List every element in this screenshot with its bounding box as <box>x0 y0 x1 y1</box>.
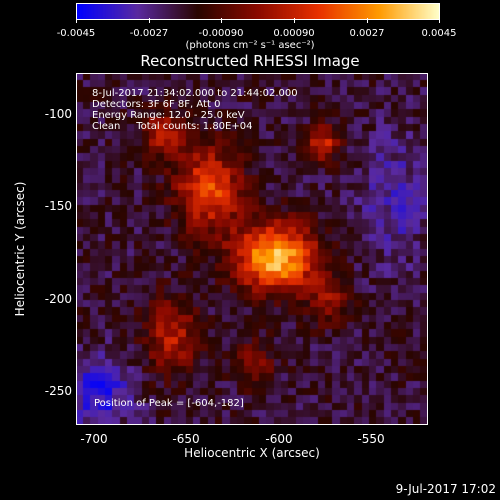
plot-frame <box>76 73 428 425</box>
time-range-annotation: 8-Jul-2017 21:34:02.000 to 21:44:02.000 <box>92 88 298 99</box>
colorbar-tick-mark <box>367 18 368 23</box>
y-tick-label: -100 <box>44 107 72 121</box>
y-tick-label: -250 <box>44 384 72 398</box>
image-title: Reconstructed RHESSI Image <box>140 52 360 70</box>
clean-annotation: Clean Total counts: 1.80E+04 <box>92 121 253 132</box>
x-tick-label: -700 <box>80 432 108 446</box>
colorbar <box>76 3 440 20</box>
colorbar-units: (photons cm⁻² s⁻¹ asec⁻²) <box>185 40 315 51</box>
colorbar-tick-label: 0.0045 <box>421 28 457 39</box>
colorbar-tick-label: -0.00090 <box>198 28 244 39</box>
colorbar-tick-mark <box>439 18 440 23</box>
energy-annotation: Energy Range: 12.0 - 25.0 keV <box>92 110 245 121</box>
x-tick-label: -650 <box>172 432 200 446</box>
colorbar-tick-mark <box>294 18 295 23</box>
colorbar-tick-label: -0.0027 <box>129 28 169 39</box>
peak-position-annotation: Position of Peak = [-604,-182] <box>94 398 244 409</box>
y-tick-label: -150 <box>44 199 72 213</box>
colorbar-tick-label: 0.0027 <box>349 28 385 39</box>
colorbar-tick-label: -0.0045 <box>56 28 96 39</box>
colorbar-tick-mark <box>221 18 222 23</box>
colorbar-tick-mark <box>149 18 150 23</box>
x-tick-label: -600 <box>265 432 293 446</box>
x-tick-label: -550 <box>357 432 385 446</box>
colorbar-tick-mark <box>76 18 77 23</box>
y-tick-label: -200 <box>44 292 72 306</box>
colorbar-tick-label: 0.00090 <box>273 28 315 39</box>
detectors-annotation: Detectors: 3F 6F 8F, Att 0 <box>92 99 221 110</box>
x-axis-label: Heliocentric X (arcsec) <box>184 446 320 460</box>
rhessi-image <box>76 73 428 425</box>
y-axis-label: Heliocentric Y (arcsec) <box>13 181 27 317</box>
timestamp: 9-Jul-2017 17:02 <box>395 482 496 496</box>
